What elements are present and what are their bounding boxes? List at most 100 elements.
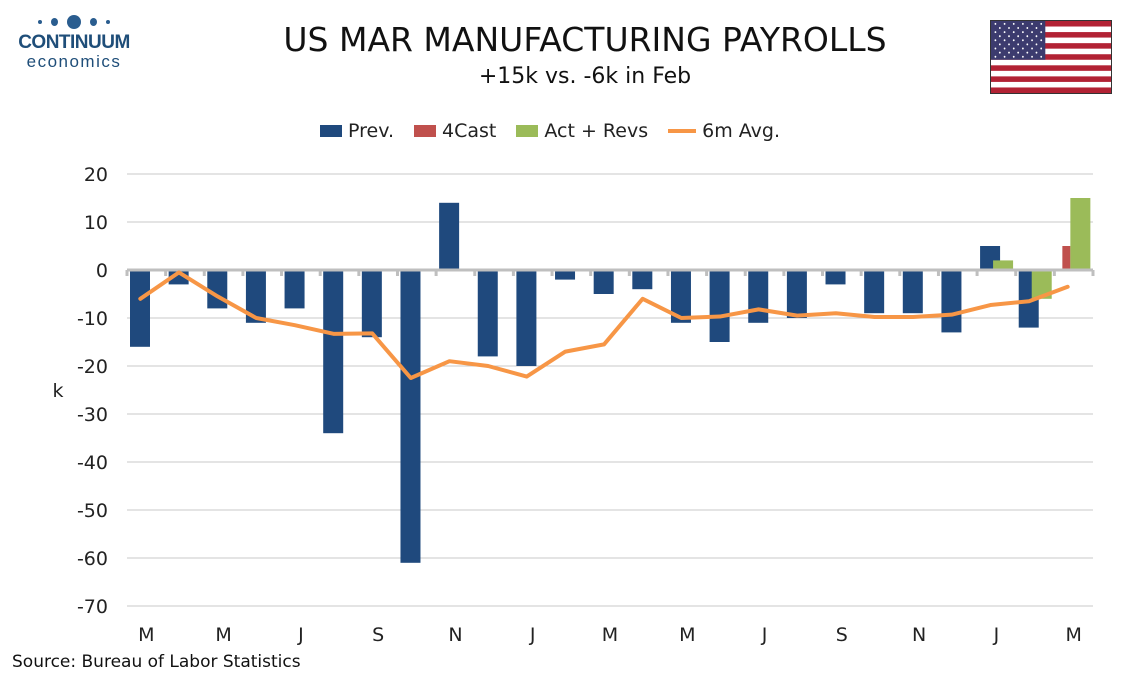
y-tick-label: -50 <box>77 500 108 522</box>
flag-stripe <box>991 81 1111 88</box>
flag-star <box>994 47 997 50</box>
bar-prev <box>245 270 266 323</box>
flag-star <box>1040 55 1043 58</box>
bar-prev <box>400 270 421 563</box>
flag-star <box>1040 22 1043 25</box>
flag-star <box>1022 22 1024 25</box>
bar-prev <box>670 270 691 323</box>
x-tick-label: M <box>679 624 695 646</box>
flag-star <box>994 22 997 25</box>
flag-star <box>1022 55 1024 58</box>
flag-star <box>1031 39 1033 42</box>
logo-line2: economics <box>26 52 122 71</box>
us-flag-icon <box>990 20 1112 94</box>
y-axis-label: k <box>52 380 63 402</box>
flag-star <box>1026 43 1029 46</box>
flag-stripe <box>991 32 1111 38</box>
flag-star <box>1017 43 1020 46</box>
y-tick-label: 0 <box>96 260 108 282</box>
flag-star <box>1012 39 1015 42</box>
flag-star <box>1008 26 1010 29</box>
flag-stripe <box>991 59 1111 66</box>
x-tick-label: M <box>1065 624 1081 646</box>
legend-item-act: Act + Revs <box>516 120 648 142</box>
bar-prev <box>748 270 769 323</box>
bar-prev <box>864 270 885 314</box>
x-tick-label: J <box>529 624 536 646</box>
flag-star <box>1003 55 1006 58</box>
flag-star <box>1003 31 1006 34</box>
legend-label: Act + Revs <box>544 120 649 142</box>
bar-prev <box>555 270 576 280</box>
flag-stripe <box>991 76 1111 83</box>
bar-prev <box>632 270 653 290</box>
flag-star <box>994 31 997 34</box>
chart-title: US MAR MANUFACTURING PAYROLLS <box>283 20 887 59</box>
flag-stripe <box>991 87 1111 93</box>
logo-dots <box>14 14 134 30</box>
x-tick-label: M <box>138 624 154 646</box>
bar-act-revs <box>993 260 1014 270</box>
y-tick-label: -60 <box>77 548 108 570</box>
legend-label: 6m Avg. <box>702 120 780 142</box>
flag-star <box>1026 51 1029 54</box>
flag-star <box>1022 39 1024 42</box>
flag-star <box>998 35 1001 38</box>
flag-star <box>1022 31 1024 34</box>
x-tick-label: N <box>448 624 462 646</box>
flag-star <box>1017 26 1020 29</box>
x-tick-label: J <box>297 624 304 646</box>
chart-subtitle: +15k vs. -6k in Feb <box>478 64 692 89</box>
flag-stripe <box>991 43 1111 49</box>
flag-star <box>1035 26 1038 29</box>
legend-label: 4Cast <box>442 120 497 142</box>
bar-prev <box>284 270 305 309</box>
legend: Prev. 4Cast Act + Revs 6m Avg. <box>320 120 780 142</box>
x-tick-label: J <box>993 624 1000 646</box>
flag-star <box>998 51 1001 54</box>
flag-stripe <box>991 21 1111 27</box>
flag-star <box>1031 22 1033 25</box>
bar-prev <box>902 270 923 314</box>
flag-stripe <box>991 26 1111 33</box>
legend-item-prev: Prev. <box>320 120 394 142</box>
flag-stripe <box>991 65 1111 72</box>
flag-stripe <box>991 54 1111 60</box>
flag-star <box>1035 43 1038 46</box>
flag-star <box>1035 35 1038 38</box>
flag-star <box>1012 22 1015 25</box>
flag-star <box>1040 47 1043 50</box>
flag-star <box>1003 22 1006 25</box>
line-6m-avg <box>138 270 1070 380</box>
legend-item-4cast: 4Cast <box>414 120 496 142</box>
bar-prev <box>941 270 962 333</box>
bar-prev <box>786 270 807 318</box>
flag-star <box>1031 47 1033 50</box>
bar-prev <box>361 270 382 338</box>
y-tick-label: -40 <box>77 452 108 474</box>
x-tick-label: S <box>372 624 384 646</box>
source-note: Source: Bureau of Labor Statistics <box>12 652 301 672</box>
legend-item-avg: 6m Avg. <box>668 120 780 142</box>
flag-star <box>1012 47 1015 50</box>
flag-star <box>1031 31 1033 34</box>
flag-star <box>1026 35 1029 38</box>
flag-star <box>1003 47 1006 50</box>
bar-act-revs <box>1031 270 1052 299</box>
flag-star <box>1026 26 1029 29</box>
flag-star <box>1003 39 1006 42</box>
y-tick-label: -20 <box>77 356 108 378</box>
flag-star <box>1040 39 1043 42</box>
bar-prev <box>439 202 460 270</box>
flag-star <box>1008 51 1010 54</box>
bar-act-revs <box>1070 198 1091 270</box>
bar-prev <box>207 270 228 309</box>
flag-star <box>994 55 997 58</box>
bar-prev <box>709 270 730 342</box>
x-tick-label: J <box>761 624 768 646</box>
bar-prev <box>323 270 344 434</box>
flag-stripe <box>991 37 1111 44</box>
bar-prev <box>477 270 498 357</box>
